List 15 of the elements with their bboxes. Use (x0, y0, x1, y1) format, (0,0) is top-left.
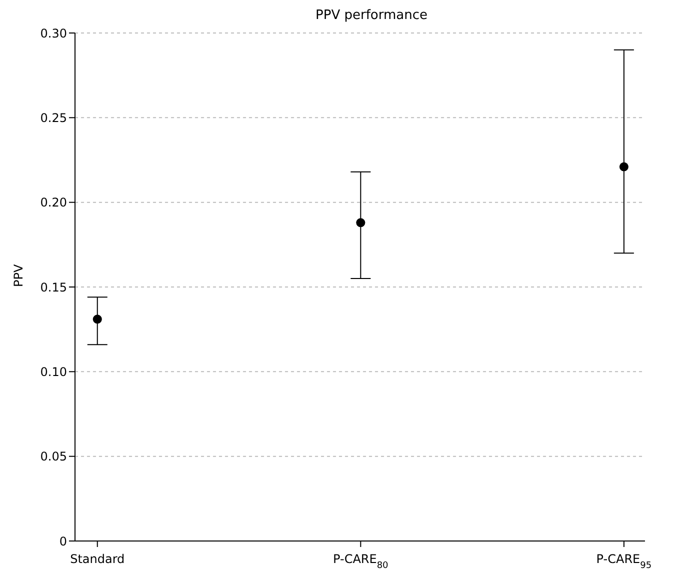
y-tick-label: 0.15 (40, 280, 67, 294)
x-tick-label: P-CARE$_{80}$ (333, 552, 389, 571)
y-tick-label: 0.20 (40, 196, 67, 210)
chart-title: PPV performance (314, 8, 428, 25)
y-tick-label: 0 (59, 534, 67, 548)
x-tick-label: P-CARE$_{95}$ (596, 552, 652, 571)
x-tick-label: Standard (70, 552, 125, 566)
y-tick-label: 0.30 (40, 26, 67, 40)
y-tick-label: 0.10 (40, 364, 67, 379)
y-axis-title: PPV (11, 264, 26, 287)
point (92, 314, 102, 324)
point (356, 218, 366, 228)
y-tick-label: 0.05 (40, 450, 67, 464)
point (619, 162, 628, 172)
y-tick-label: 0.25 (40, 110, 67, 125)
